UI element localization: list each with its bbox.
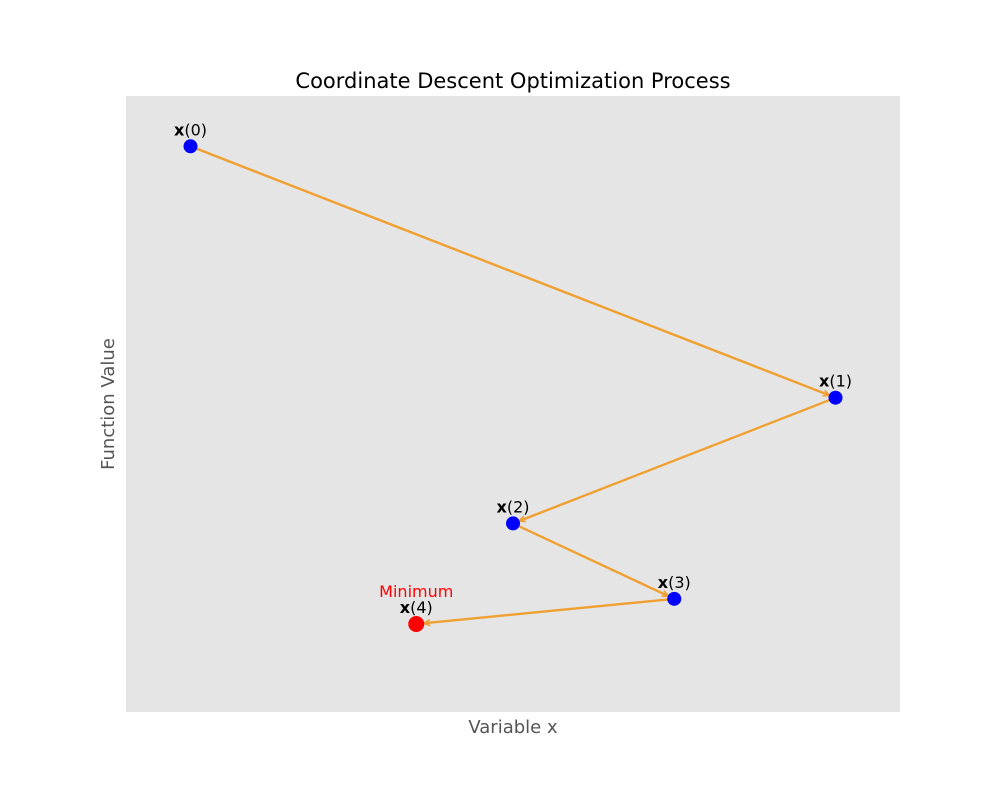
point-label-suffix: (4)	[410, 598, 433, 617]
point-label-bold: x	[819, 372, 830, 391]
point-label-bold: x	[497, 497, 508, 516]
path-arrow-x2-x3	[514, 523, 669, 598]
point-label-x1: x(1)	[819, 372, 852, 391]
point-label-x0: x(0)	[174, 120, 207, 139]
minimum-point	[408, 616, 425, 632]
iterate-point-x1	[828, 390, 843, 405]
labels-layer: x(0)x(1)x(2)x(3)x(4)Minimum	[174, 120, 852, 617]
y-axis-label: Function Value	[98, 338, 119, 470]
iterate-point-x3	[667, 591, 682, 606]
minimum-annotation: Minimum	[379, 582, 453, 601]
path-arrow-x0-x1	[191, 145, 830, 397]
path-layer	[191, 145, 835, 623]
iterate-point-x0	[183, 139, 198, 154]
point-label-bold: x	[174, 120, 185, 139]
chart-title: Coordinate Descent Optimization Process	[295, 69, 730, 93]
point-label-suffix: (2)	[507, 497, 530, 516]
plot-area	[126, 96, 900, 712]
point-label-x3: x(3)	[658, 573, 691, 592]
point-label-suffix: (0)	[184, 120, 207, 139]
iterate-point-x2	[506, 516, 520, 531]
point-label-x4: x(4)	[400, 598, 433, 617]
point-label-bold: x	[400, 598, 411, 617]
point-label-x2: x(2)	[497, 497, 530, 516]
point-label-suffix: (3)	[668, 573, 691, 592]
points-layer	[183, 139, 843, 632]
point-label-bold: x	[658, 573, 669, 592]
x-axis-label: Variable x	[468, 717, 558, 738]
path-arrow-x1-x2	[519, 397, 835, 523]
point-label-suffix: (1)	[829, 372, 852, 391]
path-arrow-x3-x4	[423, 597, 673, 623]
